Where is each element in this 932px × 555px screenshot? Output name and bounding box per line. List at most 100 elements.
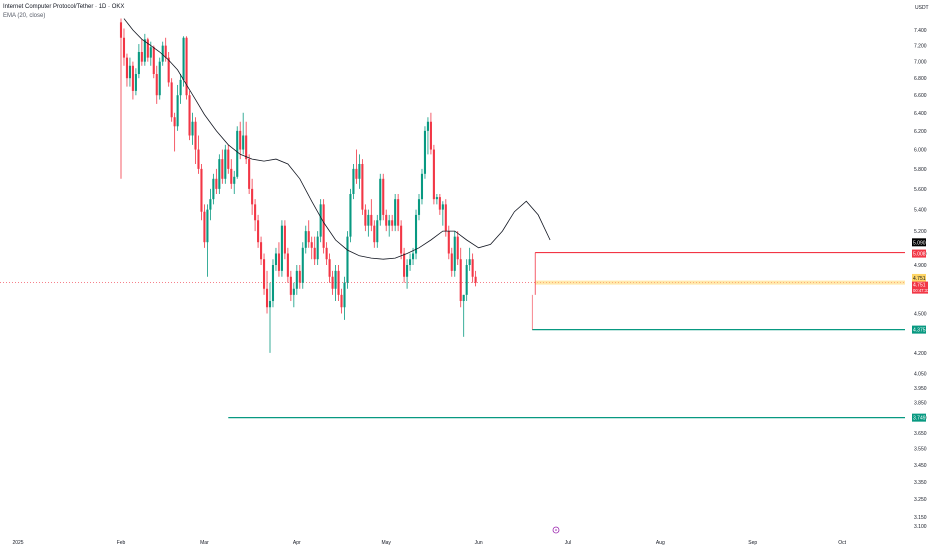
- candle-body: [239, 130, 242, 150]
- candle-body: [158, 61, 161, 96]
- candle-body: [182, 37, 185, 80]
- candle-body: [426, 121, 429, 131]
- candle-body: [179, 79, 182, 96]
- candle-body: [257, 220, 260, 243]
- candle-body: [191, 121, 194, 136]
- entry-level-band[interactable]: [535, 280, 905, 285]
- time-tick-label: May: [381, 540, 391, 546]
- candle-body: [242, 135, 245, 150]
- candle-body: [346, 236, 349, 283]
- price-tick-label: 4.900: [914, 263, 927, 269]
- price-tick-label: 5.200: [914, 229, 927, 235]
- time-tick-label: 2025: [12, 540, 23, 546]
- candle-body: [200, 168, 203, 212]
- entry-badge-bg: [912, 273, 926, 282]
- time-tick-label: Apr: [293, 540, 301, 546]
- candle-body: [355, 168, 358, 179]
- event-marker-dot: [555, 529, 557, 531]
- candle-body: [292, 288, 295, 295]
- price-tick-label: 3.100: [914, 524, 927, 530]
- resistance-badge: 5.008: [913, 252, 926, 258]
- candle-body: [343, 282, 346, 308]
- candle-body: [262, 259, 266, 289]
- candle-body: [248, 159, 251, 189]
- candle-body: [456, 236, 459, 260]
- candle-body: [310, 242, 313, 248]
- chart-title: Internet Computer Protocol/Tether · 1D ·…: [3, 4, 125, 10]
- price-tick-label: 7.000: [914, 60, 927, 66]
- candle-body: [194, 121, 197, 150]
- candle-body: [221, 159, 224, 179]
- chart-header: Internet Computer Protocol/Tether · 1D ·…: [3, 3, 124, 21]
- candle-body: [146, 39, 149, 58]
- candle-body: [277, 253, 280, 271]
- time-tick-label: Jul: [565, 540, 571, 546]
- candle-body: [406, 265, 409, 277]
- candle-body: [432, 149, 435, 200]
- candle-body: [149, 47, 152, 58]
- price-tick-label: 3.450: [914, 463, 927, 469]
- candle-body: [382, 178, 385, 215]
- candle-body: [134, 74, 137, 91]
- candle-body: [361, 163, 364, 210]
- candle-body: [444, 204, 447, 232]
- candle-body: [206, 209, 209, 243]
- candle-body: [474, 276, 477, 283]
- candle-body: [280, 225, 283, 271]
- time-tick-label: Mar: [200, 540, 209, 546]
- candle-body: [328, 259, 331, 277]
- candle-body: [465, 265, 468, 295]
- candle-body: [420, 173, 424, 200]
- candle-body: [188, 95, 191, 136]
- countdown-label: 00:47:33: [913, 288, 930, 293]
- candle-body: [271, 265, 275, 302]
- last-close-badge-bg: [912, 238, 926, 247]
- candle-body: [417, 199, 421, 215]
- candle-body: [337, 270, 340, 295]
- event-marker-icon[interactable]: [552, 526, 560, 534]
- candle-body: [331, 276, 334, 289]
- candle-body: [400, 225, 403, 254]
- candle-body: [313, 247, 316, 260]
- price-tick-label: 7.200: [914, 44, 927, 50]
- candle-body: [137, 51, 140, 75]
- candle-body: [423, 130, 427, 174]
- candle-body: [236, 130, 239, 177]
- candle-body: [274, 253, 278, 266]
- price-tick-label: 4.050: [914, 372, 927, 378]
- support-badge-bg: [912, 325, 926, 334]
- current-price-badge-bg: [912, 281, 928, 294]
- price-tick-label: 3.250: [914, 497, 927, 503]
- price-tick-label: 5.600: [914, 187, 927, 193]
- price-tick-label: 3.850: [914, 400, 927, 406]
- time-axis[interactable]: 2025 Feb Mar Apr May Jun Jul Aug Sep Oct: [12, 540, 846, 546]
- candle-body: [140, 51, 143, 62]
- candle-body: [438, 197, 441, 210]
- entry-badge: 4.751: [913, 276, 926, 282]
- candle-body: [358, 163, 361, 179]
- candle-body: [334, 270, 337, 289]
- candle-body: [316, 236, 319, 260]
- candle-body: [352, 168, 355, 194]
- price-tick-label: 4.200: [914, 351, 927, 357]
- candle-body: [301, 247, 304, 283]
- candle-body: [340, 294, 343, 308]
- price-tick-label: 3.150: [914, 515, 927, 521]
- price-tick-label: 3.550: [914, 447, 927, 453]
- candle-body: [379, 178, 382, 221]
- price-tick-label: 3.350: [914, 480, 927, 486]
- candle-body: [197, 149, 200, 169]
- candle-body: [286, 253, 289, 277]
- indicator-legend[interactable]: EMA (20, close): [3, 13, 46, 19]
- candle-body: [131, 65, 134, 91]
- candle-body: [376, 220, 379, 243]
- candle-body: [176, 95, 179, 127]
- time-tick-label: Feb: [117, 540, 126, 546]
- candle-body: [230, 168, 233, 184]
- price-tick-label: 6.200: [914, 129, 927, 135]
- candle-body: [203, 211, 206, 243]
- candle-body: [245, 135, 248, 160]
- candle-body: [209, 199, 212, 210]
